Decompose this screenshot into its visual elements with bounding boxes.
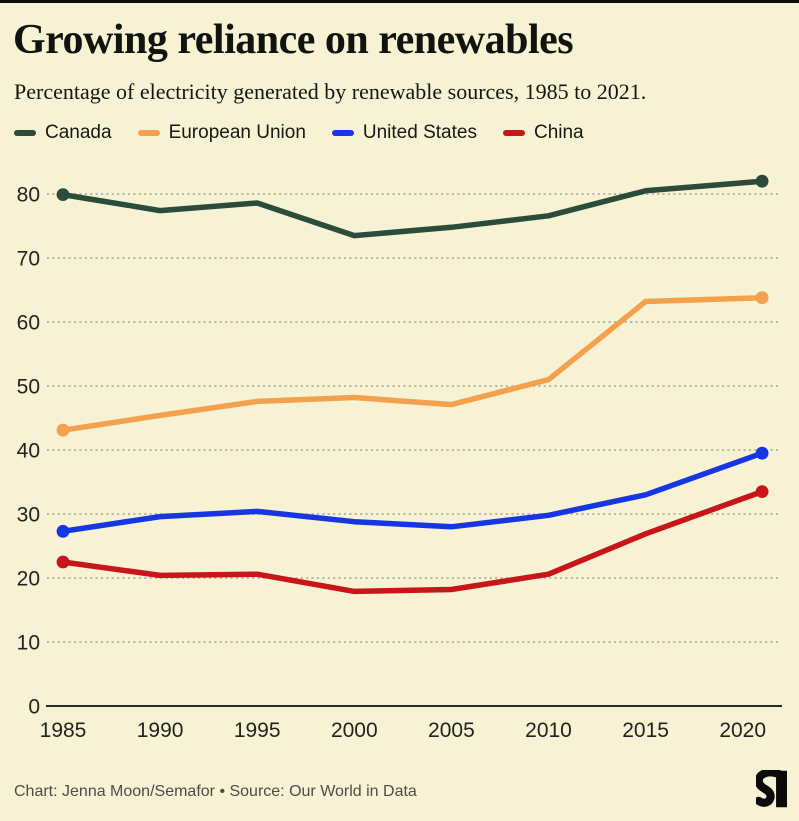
semafor-logo bbox=[756, 770, 787, 808]
series-china bbox=[56, 485, 769, 595]
endpoint-dot-european-union bbox=[56, 423, 70, 437]
y-axis-labels: 0 10 20 30 40 50 60 70 80 bbox=[17, 184, 40, 719]
line-united-states bbox=[60, 450, 765, 535]
y-tick-label-60: 60 bbox=[17, 312, 40, 335]
legend-item-united-states: United States bbox=[331, 122, 477, 144]
endpoint-dot-canada bbox=[755, 174, 769, 188]
series-european-union bbox=[56, 291, 769, 437]
y-tick-label-80: 80 bbox=[17, 184, 40, 207]
legend-label: China bbox=[533, 122, 584, 143]
y-tick-label-40: 40 bbox=[17, 440, 40, 463]
x-tick-label-2000: 2000 bbox=[331, 719, 378, 742]
legend-swatch-china bbox=[502, 130, 525, 136]
x-tick-label-2005: 2005 bbox=[428, 719, 475, 742]
top-accent-bar bbox=[0, 0, 799, 3]
x-tick-label-1995: 1995 bbox=[234, 719, 281, 742]
endpoint-dot-european-union bbox=[755, 291, 769, 305]
x-tick-label-2015: 2015 bbox=[622, 719, 669, 742]
line-canada bbox=[60, 178, 765, 239]
x-tick-label-2020: 2020 bbox=[719, 719, 766, 742]
series-united-states bbox=[56, 446, 769, 538]
legend-label: Canada bbox=[45, 122, 112, 143]
x-tick-label-2010: 2010 bbox=[525, 719, 572, 742]
endpoint-dot-china bbox=[56, 555, 70, 569]
legend-item-china: China bbox=[502, 122, 584, 144]
legend: Canada European Union United States China bbox=[14, 122, 584, 144]
semafor-logo-s bbox=[756, 770, 787, 807]
legend-item-european-union: European Union bbox=[137, 122, 306, 144]
y-tick-label-10: 10 bbox=[17, 632, 40, 655]
y-tick-label-30: 30 bbox=[17, 504, 40, 527]
line-european-union bbox=[60, 294, 765, 433]
series-canada bbox=[56, 174, 769, 239]
endpoint-dot-united-states bbox=[56, 524, 70, 538]
y-tick-label-20: 20 bbox=[17, 568, 40, 591]
legend-swatch-canada bbox=[14, 130, 36, 136]
legend-swatch-european-union bbox=[137, 130, 160, 136]
endpoint-dot-china bbox=[755, 485, 769, 498]
x-axis-labels: 1985 1990 1995 2000 2005 2010 2015 2020 bbox=[40, 719, 766, 742]
legend-label: United States bbox=[362, 122, 477, 143]
x-tick-label-1990: 1990 bbox=[137, 719, 184, 742]
y-tick-label-0: 0 bbox=[28, 696, 40, 719]
legend-swatch-united-states bbox=[331, 130, 354, 136]
endpoint-dot-united-states bbox=[755, 446, 769, 460]
gridlines bbox=[46, 193, 782, 707]
credit-text: Chart: Jenna Moon/Semafor • Source: Our … bbox=[14, 783, 417, 800]
chart-subtitle: Percentage of electricity generated by r… bbox=[14, 79, 647, 104]
y-tick-label-50: 50 bbox=[17, 376, 40, 399]
y-tick-label-70: 70 bbox=[17, 248, 40, 271]
semafor-logo-bar bbox=[776, 770, 787, 808]
endpoint-dot-canada bbox=[56, 188, 70, 201]
x-tick-label-1985: 1985 bbox=[40, 719, 87, 742]
line-china bbox=[60, 488, 765, 595]
legend-item-canada: Canada bbox=[14, 122, 112, 144]
line-chart: 0 10 20 30 40 50 60 70 80 1985 1990 1995 2000 2005 201… bbox=[17, 174, 782, 742]
chart-title: Growing reliance on renewables bbox=[13, 17, 574, 63]
legend-label: European Union bbox=[168, 122, 306, 143]
